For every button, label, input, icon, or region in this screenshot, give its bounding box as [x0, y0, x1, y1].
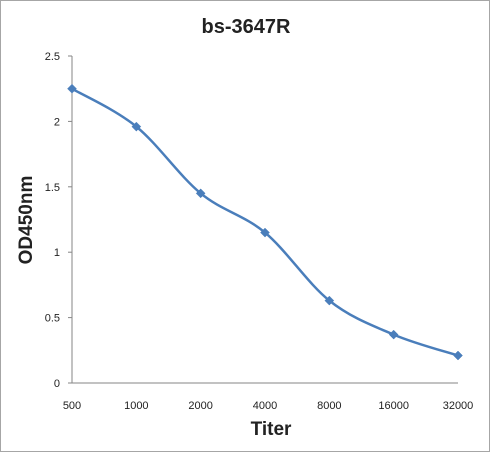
x-tick-label: 2000 — [188, 400, 212, 412]
x-tick-label: 1000 — [124, 400, 148, 412]
series-plot — [67, 83, 463, 361]
data-point-marker — [453, 350, 463, 361]
y-tick-label: 2.5 — [45, 51, 60, 63]
y-tick-label: 0.5 — [45, 313, 60, 325]
x-axis-title: Titer — [251, 419, 292, 440]
y-tick-label: 1.5 — [45, 182, 60, 194]
x-tick-labels: 500 1000 2000 4000 8000 16000 32000 — [63, 400, 473, 412]
chart-title: bs-3647R — [202, 16, 291, 38]
x-tick-label: 500 — [63, 400, 81, 412]
data-point-marker — [388, 329, 399, 340]
y-tick-label: 0 — [54, 378, 60, 390]
x-tick-label: 32000 — [443, 400, 474, 412]
y-tick-labels: 0 0.5 1 1.5 2 2.5 — [45, 51, 72, 390]
data-point-marker — [260, 227, 270, 238]
series-line — [71, 87, 459, 357]
axes — [71, 56, 458, 384]
y-tick-label: 2 — [54, 116, 60, 128]
y-tick-label: 1 — [54, 247, 60, 259]
x-tick-label: 4000 — [253, 400, 277, 412]
data-point-marker — [195, 188, 206, 199]
x-tick-label: 16000 — [378, 400, 409, 412]
data-point-marker — [67, 83, 77, 94]
y-axis-title: OD450nm — [16, 176, 37, 265]
data-point-marker — [324, 295, 335, 306]
x-tick-label: 8000 — [317, 400, 341, 412]
data-point-marker — [131, 121, 142, 132]
